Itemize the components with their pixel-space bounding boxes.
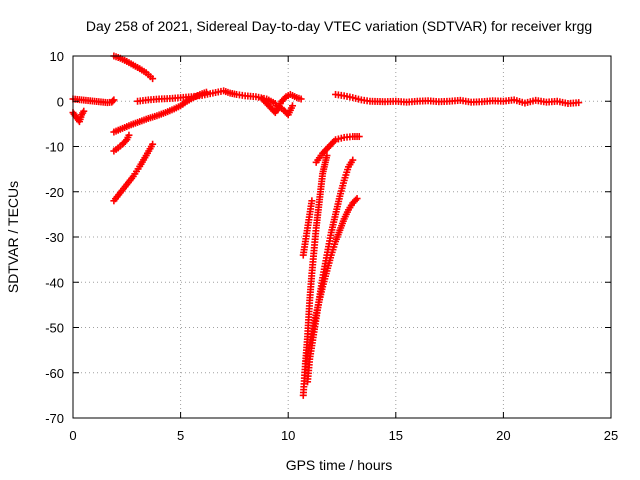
y-tick-label: -70	[45, 411, 64, 426]
x-axis-label: GPS time / hours	[286, 457, 393, 473]
y-tick-label: -10	[45, 140, 64, 155]
data-point	[349, 156, 357, 164]
data-point	[297, 95, 305, 103]
x-tick-label: 15	[389, 428, 403, 443]
data-point	[125, 131, 133, 139]
data-point	[353, 195, 361, 203]
y-axis-label: SDTVAR / TECUs	[5, 181, 21, 293]
data-point	[323, 152, 331, 160]
x-tick-label: 0	[69, 428, 76, 443]
y-tick-label: -20	[45, 185, 64, 200]
x-tick-label: 10	[281, 428, 295, 443]
tick-layer: 0 5 10 15 20 25 10 0 -10 -20 -30 -40 -50 -60 -70	[45, 49, 618, 443]
grid-lines	[73, 56, 611, 418]
data-series	[312, 133, 363, 166]
data-point	[575, 99, 583, 107]
data-point	[355, 133, 363, 141]
data-series	[332, 90, 583, 108]
y-tick-label: -60	[45, 366, 64, 381]
data-series	[301, 195, 361, 368]
y-tick-label: 0	[57, 94, 64, 109]
data-point	[352, 196, 360, 204]
data-point	[80, 107, 88, 115]
y-tick-label: -40	[45, 275, 64, 290]
y-tick-label: 10	[50, 49, 64, 64]
data-series	[258, 95, 297, 119]
data-series	[299, 197, 316, 259]
data-layer	[69, 52, 583, 399]
chart-title: Day 258 of 2021, Sidereal Day-to-day VTE…	[86, 18, 592, 34]
data-point	[289, 102, 297, 110]
x-tick-label: 5	[177, 428, 184, 443]
y-tick-label: -30	[45, 230, 64, 245]
data-point	[149, 140, 157, 148]
data-series	[110, 52, 157, 83]
data-series	[69, 107, 88, 126]
data-series	[110, 131, 133, 155]
data-point	[149, 75, 157, 83]
data-point	[308, 197, 316, 205]
x-tick-label: 20	[496, 428, 510, 443]
data-series	[110, 140, 157, 205]
data-point	[110, 96, 118, 104]
data-point	[109, 97, 117, 105]
x-tick-label: 25	[604, 428, 618, 443]
data-point	[121, 137, 129, 145]
data-point	[281, 94, 289, 102]
y-tick-label: -50	[45, 321, 64, 336]
